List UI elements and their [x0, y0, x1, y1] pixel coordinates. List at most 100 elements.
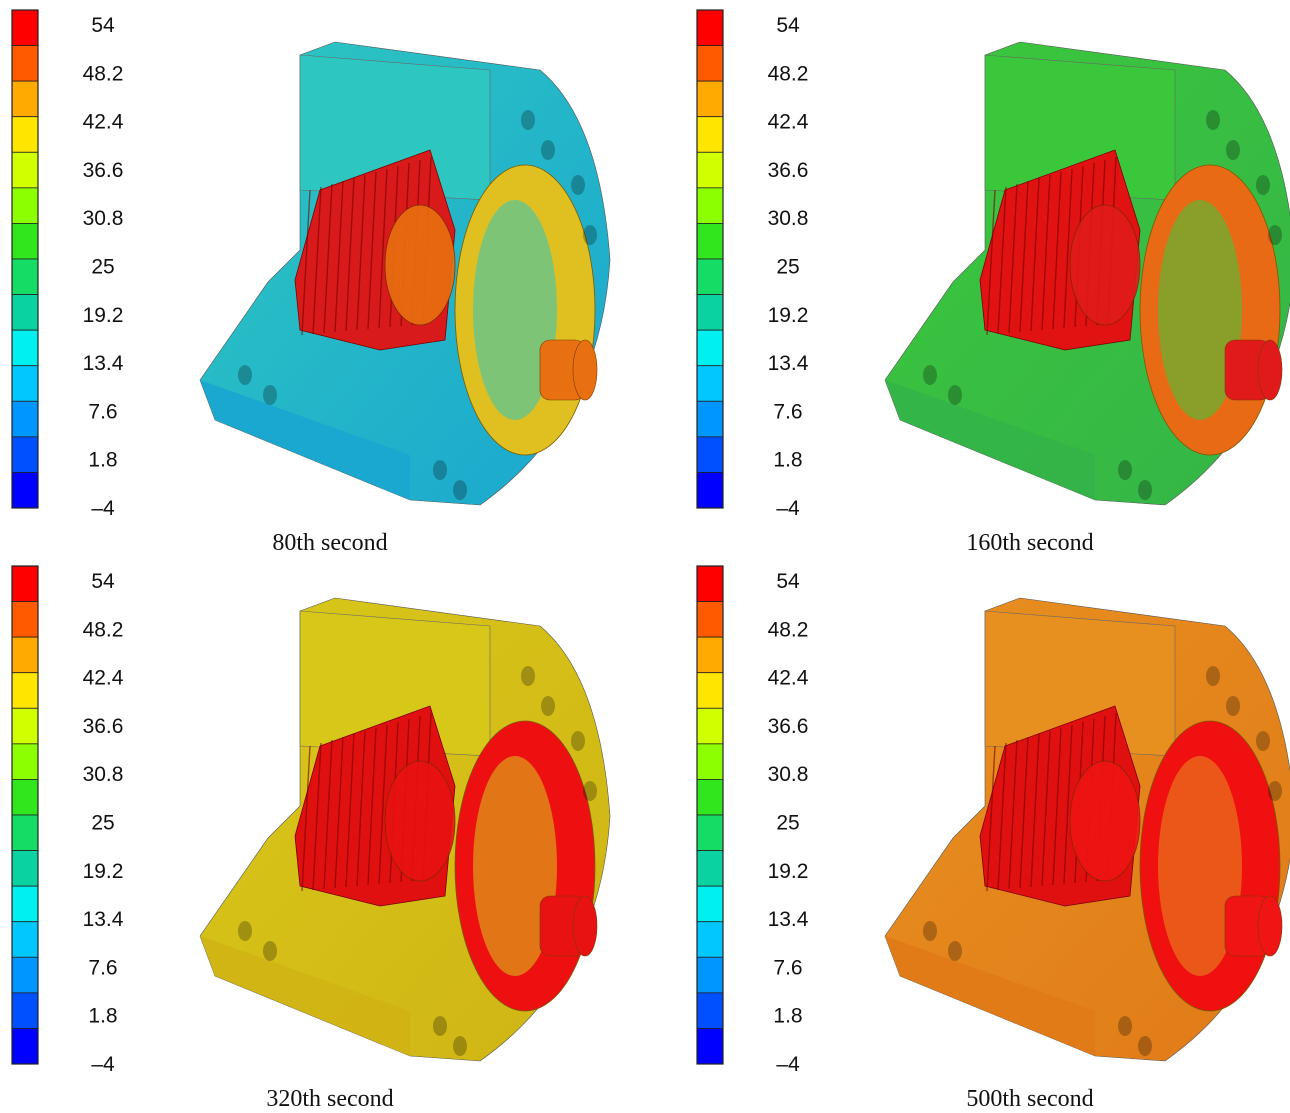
bolt-hole	[923, 921, 937, 941]
bolt-hole	[263, 385, 277, 405]
gear-tooth	[1052, 171, 1062, 330]
legend-swatch	[11, 1028, 39, 1065]
bolt-hole	[433, 1016, 447, 1036]
gearbox-model	[884, 41, 1290, 506]
gear-tooth	[986, 189, 996, 336]
legend-swatch	[11, 436, 39, 473]
gear-tooth	[1030, 177, 1040, 332]
gear-tooth	[1030, 733, 1040, 888]
bearing-ring-inner	[473, 756, 557, 976]
bolt-hole	[1206, 666, 1220, 686]
legend-tick-label: –4	[776, 497, 800, 520]
gear-tooth	[312, 186, 322, 335]
legend-frame	[696, 565, 724, 1065]
gear-tooth	[1041, 730, 1051, 887]
legend-tick-label: 25	[776, 256, 799, 279]
gear-tooth	[356, 174, 366, 331]
legend-tick-label: –4	[91, 1053, 115, 1076]
legend-swatch	[696, 329, 724, 367]
legend-swatch	[11, 565, 39, 602]
legend-swatch	[11, 116, 39, 153]
legend-swatch	[696, 472, 724, 509]
temperature-legend: 54 48.2 42.4 36.6 30.8 25 19.2 13.4 7.6 1.8 –4	[11, 565, 124, 1076]
legend-tick-label: 1.8	[773, 449, 802, 472]
legend-tick-label: 19.2	[83, 860, 124, 883]
gearbox-model	[199, 597, 611, 1062]
panel-caption: 80th second	[272, 530, 388, 556]
legend-tick-label: 30.8	[768, 763, 809, 786]
legend-frame	[11, 9, 39, 509]
temperature-legend: 54 48.2 42.4 36.6 30.8 25 19.2 13.4 7.6 1.8 –4	[696, 9, 809, 520]
legend-tick-label: 48.2	[768, 618, 809, 641]
panel-svg: 54 48.2 42.4 36.6 30.8 25 19.2 13.4 7.6 1.8 –4	[11, 9, 611, 520]
gear-tooth	[997, 742, 1007, 891]
temperature-legend: 54 48.2 42.4 36.6 30.8 25 19.2 13.4 7.6 1.8 –4	[11, 9, 124, 520]
housing-front-face	[885, 936, 1095, 1056]
legend-swatch	[696, 9, 724, 46]
bolt-hole	[1118, 1016, 1132, 1036]
gear-tooth	[378, 168, 388, 329]
bolt-hole	[948, 385, 962, 405]
gear-bore	[384, 204, 456, 326]
legend-tick-label: 13.4	[768, 908, 809, 931]
gear-tooth	[1063, 724, 1073, 885]
panel-caption: 320th second	[266, 1086, 394, 1112]
panel-caption: 160th second	[966, 530, 1094, 556]
gearbox-model	[884, 597, 1290, 1062]
legend-tick-label: 19.2	[83, 304, 124, 327]
legend-swatch	[11, 294, 39, 331]
gear-tooth	[345, 177, 355, 332]
legend-tick-label: 54	[776, 14, 800, 37]
legend-swatch	[11, 779, 39, 816]
legend-swatch	[11, 601, 39, 638]
legend-swatch	[696, 636, 724, 674]
legend-swatch	[11, 187, 39, 224]
legend-tick-label: 7.6	[88, 400, 117, 423]
gear-bore	[1069, 760, 1141, 882]
legend-swatch	[11, 400, 39, 438]
legend-swatch	[696, 992, 724, 1029]
gearbox-model	[199, 41, 611, 506]
legend-swatch	[11, 707, 39, 745]
legend-tick-label: 1.8	[773, 1005, 802, 1028]
legend-swatch	[696, 885, 724, 923]
gear-bore	[384, 760, 456, 882]
gear-tooth	[378, 724, 388, 885]
legend-tick-label: 25	[776, 812, 799, 835]
legend-tick-label: 13.4	[768, 352, 809, 375]
legend-swatch	[11, 672, 39, 709]
gear-tooth	[334, 736, 344, 889]
bolt-hole	[1226, 696, 1240, 716]
legend-swatch	[696, 814, 724, 851]
legend-tick-label: 7.6	[773, 956, 802, 979]
gear-tooth	[986, 745, 996, 892]
legend-tick-label: 54	[91, 570, 115, 593]
bolt-hole	[433, 460, 447, 480]
legend-tick-label: 1.8	[88, 449, 117, 472]
bolt-hole	[263, 941, 277, 961]
panel-svg: 54 48.2 42.4 36.6 30.8 25 19.2 13.4 7.6 1.8 –4	[11, 565, 611, 1076]
gear-tooth	[301, 189, 311, 336]
housing-front-face	[200, 380, 410, 500]
bolt-hole	[238, 365, 252, 385]
legend-swatch	[11, 992, 39, 1029]
bolt-hole	[571, 731, 585, 751]
legend-tick-label: 7.6	[88, 956, 117, 979]
gear-tooth	[997, 186, 1007, 335]
gear-tooth	[1019, 180, 1029, 333]
bolt-hole	[1268, 225, 1282, 245]
legend-tick-label: 54	[776, 570, 800, 593]
legend-swatch	[11, 636, 39, 674]
legend-swatch	[696, 365, 724, 402]
legend-tick-label: 30.8	[83, 207, 124, 230]
legend-swatch	[11, 921, 39, 958]
bolt-hole	[453, 1036, 467, 1056]
legend-swatch	[696, 1028, 724, 1065]
legend-swatch	[11, 80, 39, 118]
bolt-hole	[1206, 110, 1220, 130]
shaft-end	[572, 339, 598, 401]
legend-tick-label: 19.2	[768, 860, 809, 883]
gear-bore	[1069, 204, 1141, 326]
panel-160s: 54 48.2 42.4 36.6 30.8 25 19.2 13.4 7.6 1.8 –4 160…	[685, 0, 1290, 556]
shaft-end	[1257, 895, 1283, 957]
